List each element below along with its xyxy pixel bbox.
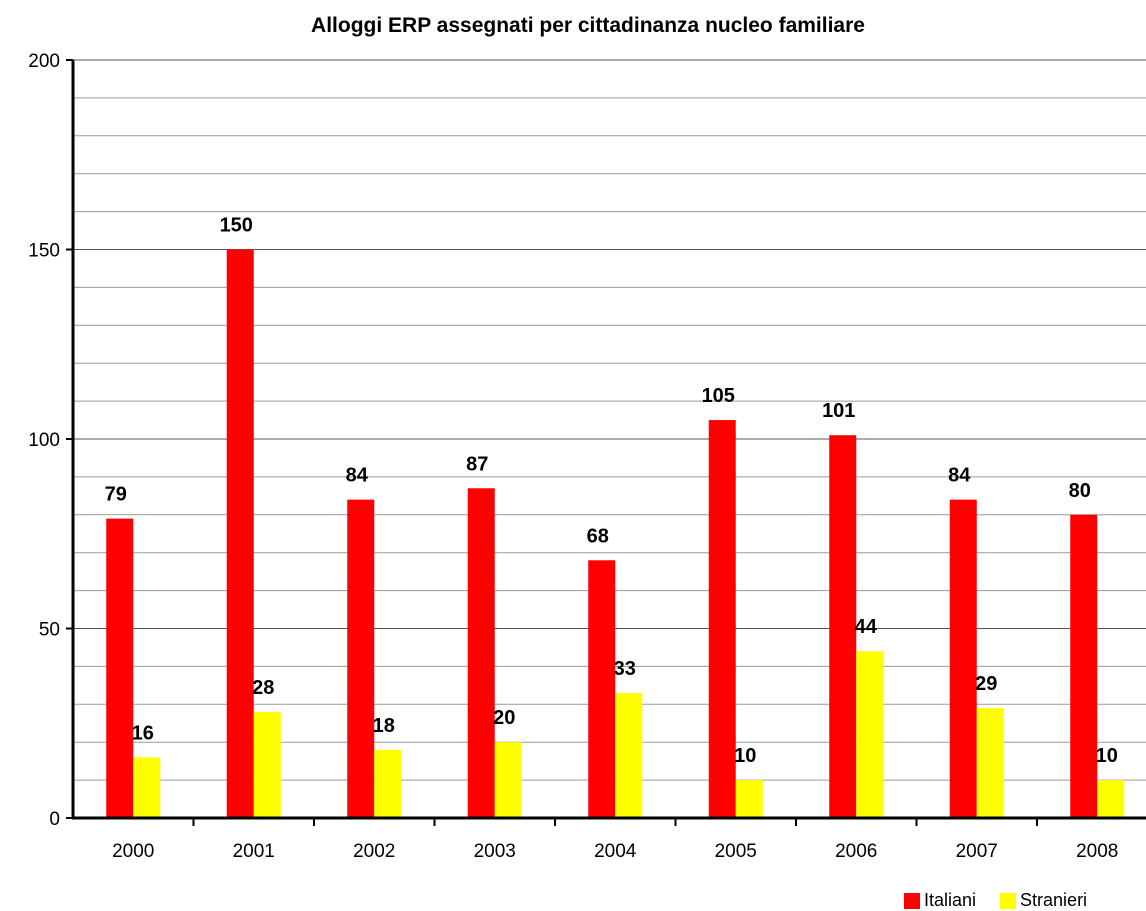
x-tick-label: 2006 — [835, 841, 877, 862]
data-label-stranieri: 18 — [373, 715, 395, 737]
data-label-italiani: 84 — [948, 465, 971, 487]
bar-stranieri — [133, 757, 161, 818]
data-label-stranieri: 29 — [975, 673, 997, 695]
data-label-stranieri: 10 — [1096, 745, 1118, 767]
x-tick-label: 2004 — [594, 841, 637, 862]
data-label-italiani: 79 — [105, 484, 127, 506]
bar-italiani — [829, 435, 857, 818]
bar-italiani — [226, 249, 254, 818]
y-tick-label: 150 — [28, 241, 60, 262]
legend-swatch-italiani — [904, 892, 920, 909]
bar-italiani — [949, 499, 977, 818]
bar-stranieri — [976, 708, 1004, 818]
x-tick-label: 2003 — [474, 841, 516, 862]
bar-stranieri — [856, 651, 884, 818]
data-label-stranieri: 10 — [734, 745, 756, 767]
bars — [106, 249, 1125, 818]
x-tick-label: 2001 — [233, 841, 275, 862]
y-tick-label: 0 — [49, 809, 60, 830]
bar-italiani — [708, 420, 736, 818]
data-label-italiani: 150 — [220, 215, 253, 237]
data-label-stranieri: 33 — [614, 658, 636, 680]
y-tick-label: 50 — [39, 620, 60, 641]
y-tick-label: 100 — [28, 430, 60, 451]
x-tick-label: 2002 — [353, 841, 395, 862]
bar-italiani — [467, 488, 495, 818]
data-label-stranieri: 44 — [855, 616, 878, 638]
bar-stranieri — [615, 692, 643, 818]
data-label-stranieri: 20 — [493, 707, 515, 729]
bar-italiani — [347, 499, 375, 818]
x-tick-label: 2008 — [1076, 841, 1118, 862]
x-tick-label: 2005 — [715, 841, 757, 862]
data-label-italiani: 80 — [1069, 480, 1091, 502]
legend-item-italiani: Italiani — [904, 890, 976, 911]
x-tick-label: 2000 — [112, 841, 154, 862]
data-label-italiani: 105 — [702, 385, 735, 407]
legend-label-italiani: Italiani — [924, 890, 977, 910]
data-label-italiani: 87 — [466, 453, 488, 475]
bar-italiani — [106, 518, 134, 818]
legend-swatch-stranieri — [1000, 892, 1017, 909]
bar-stranieri — [374, 749, 402, 818]
legend: Italiani Stranieri — [904, 890, 1111, 911]
legend-item-stranieri: Stranieri — [1000, 890, 1087, 911]
x-tick-label: 2007 — [956, 841, 998, 862]
bar-italiani — [588, 560, 616, 818]
bar-stranieri — [1097, 780, 1125, 818]
bar-stranieri — [494, 742, 522, 818]
data-label-stranieri: 16 — [132, 722, 154, 744]
data-label-italiani: 101 — [822, 400, 855, 422]
bar-stranieri — [253, 711, 281, 818]
labels: 0 50 100 150 200 79 16 2000 150 28 2001 84 18 2002 87 2… — [28, 51, 1118, 862]
data-label-italiani: 84 — [346, 465, 369, 487]
axes — [66, 59, 1146, 826]
data-label-italiani: 68 — [587, 525, 609, 547]
data-label-stranieri: 28 — [252, 677, 274, 699]
legend-label-stranieri: Stranieri — [1020, 890, 1088, 910]
bar-stranieri — [735, 780, 763, 818]
chart-title: Alloggi ERP assegnati per cittadinanza n… — [311, 14, 865, 37]
bar-italiani — [1070, 514, 1098, 818]
y-tick-label: 200 — [28, 51, 60, 72]
